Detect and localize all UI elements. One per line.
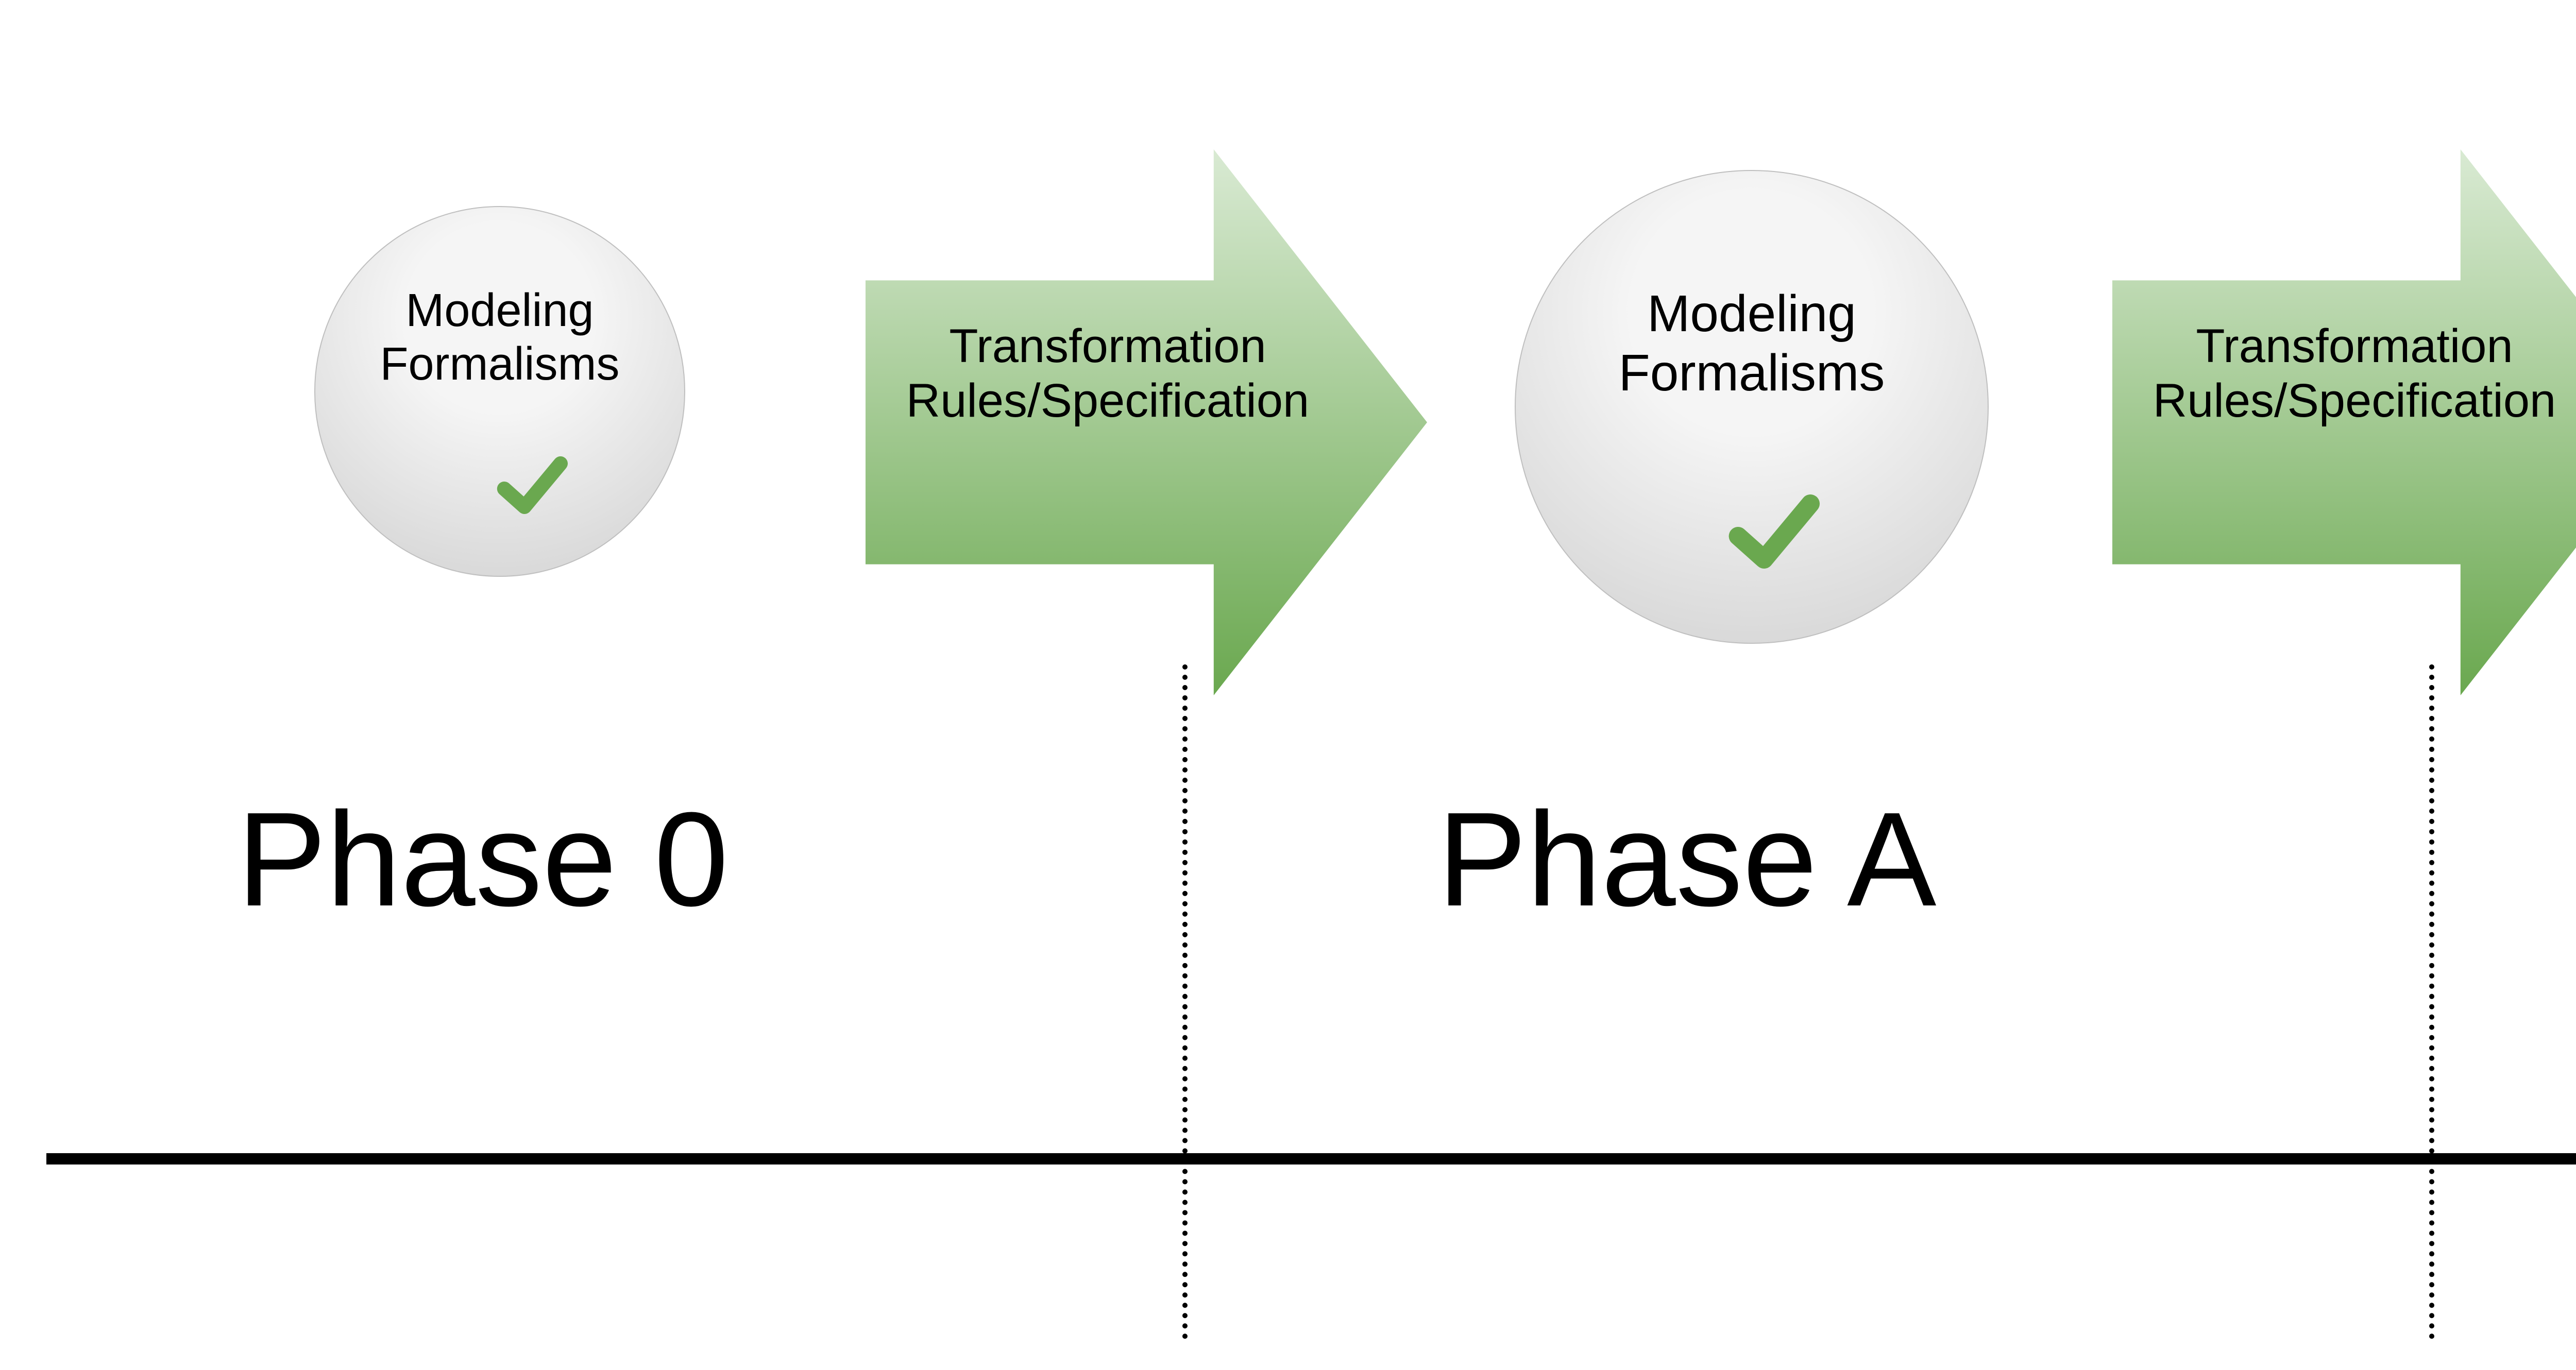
arrow0-label-line1: Transformation [949,320,1266,372]
arrow0-label: TransformationRules/Specification [896,319,1319,429]
arrow1-label-line2: Rules/Specification [2153,374,2556,427]
circle0-label-line2: Formalisms [380,338,620,390]
phase0-label: Phase 0 [237,783,728,937]
arrow0-label-line2: Rules/Specification [906,374,1309,427]
div0-divider [1182,664,1188,1339]
circle0-label-line1: Modeling [405,285,594,336]
arrow1-label-line1: Transformation [2196,320,2513,372]
circle1-check-icon [1727,485,1820,578]
diagram-stage: ModelingFormalismsModelingFormalismsMode… [0,0,2576,1370]
circle1-label-line1: Modeling [1647,285,1856,342]
circle1-label-line2: Formalisms [1619,344,1885,402]
circle0-label: ModelingFormalisms [380,284,620,391]
circle0: ModelingFormalisms [314,206,685,577]
phaseA-label: Phase A [1437,783,1937,937]
circle1-label: ModelingFormalisms [1619,284,1885,403]
timeline-axis [46,1153,2576,1164]
circle0-check-icon [496,449,568,521]
arrow1-label: TransformationRules/Specification [2143,319,2566,429]
circle1: ModelingFormalisms [1515,170,1989,644]
div1-divider [2429,664,2434,1339]
